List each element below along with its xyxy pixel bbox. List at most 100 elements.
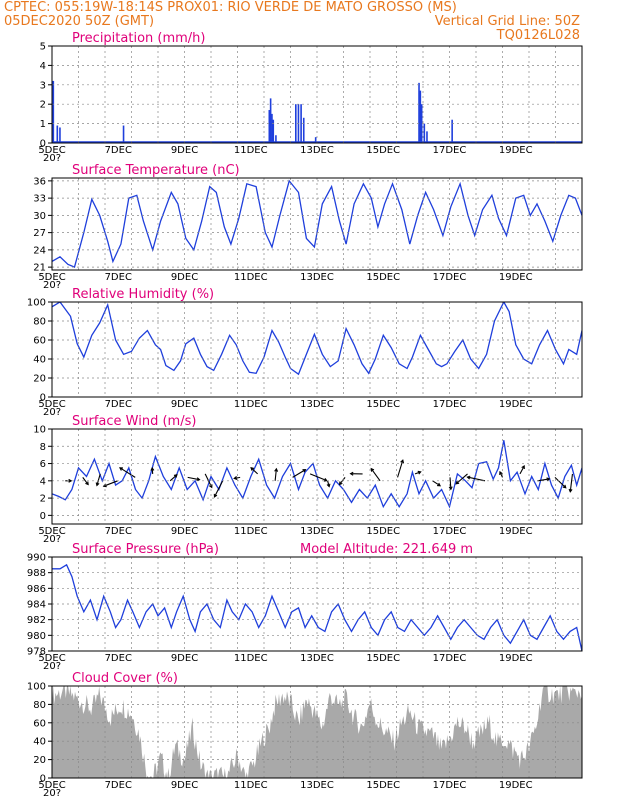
wind-ytick-label: 8 [40, 442, 46, 453]
wind-vector [103, 480, 118, 487]
wind-vector-head [455, 480, 460, 485]
precipitation-ytick-label: 4 [40, 61, 46, 72]
precipitation-title: Precipitation (mm/h) [72, 31, 205, 46]
precipitation-bar [275, 135, 277, 143]
wind-title: Surface Wind (m/s) [72, 414, 196, 429]
temperature-xtick-label: 19DEC [499, 272, 533, 283]
precipitation-bar [423, 123, 426, 143]
cloud-cover-panel: 0 20 40 60 80 100 5DEC 7DEC 9DEC 11DEC 13DEC 15DEC 1… [27, 671, 583, 799]
humidity-title: Relative Humidity (%) [72, 287, 214, 302]
humidity-xtick-label: 11DEC [234, 399, 268, 410]
wind-ytick-label: 0 [40, 511, 46, 522]
wind-vector [370, 468, 381, 482]
pressure-ytick-label: 990 [27, 553, 46, 564]
wind-vector-head [326, 483, 331, 488]
wind-vector-head [338, 481, 343, 486]
wind-frame [51, 428, 583, 525]
header-model-id: TQ0126L028 [496, 28, 580, 43]
humidity-ytick-label: 80 [33, 317, 46, 328]
wind-vector [250, 467, 259, 475]
precipitation-bar [419, 90, 422, 143]
cloud-cover-xtick-label: 15DEC [366, 780, 400, 791]
humidity-ytick-label: 100 [27, 298, 46, 309]
humidity-xtick-year: 20? [43, 407, 61, 418]
wind-vector-head [208, 484, 213, 489]
humidity-xtick-label: 19DEC [499, 399, 533, 410]
pressure-xtick-label: 5DEC [38, 653, 65, 664]
wind-xtick-label: 7DEC [105, 526, 132, 537]
wind-vector [569, 473, 574, 492]
wind-xtick-label: 9DEC [171, 526, 198, 537]
pressure-annotation: Model Altitude: 221.649 m [300, 542, 473, 557]
pressure-xtick-label: 17DEC [433, 653, 467, 664]
precipitation-xtick-label: 5DEC [38, 145, 65, 156]
wind-panel: 0 2 4 6 8 10 5DEC 7DEC 9DEC 11DEC 13DEC 15DEC 17DEC 1… [33, 414, 583, 545]
precipitation-xtick-label: 9DEC [171, 145, 198, 156]
wind-line [52, 440, 582, 509]
precipitation-bar [300, 104, 302, 143]
wind-vector-head [150, 466, 155, 471]
wind-xtick-label: 19DEC [499, 526, 533, 537]
pressure-xtick-label: 11DEC [234, 653, 268, 664]
wind-vector-head [233, 476, 238, 480]
cloud-cover-xtick-label: 7DEC [105, 780, 132, 791]
precipitation-xtick-label: 19DEC [499, 145, 533, 156]
pressure-panel: 978 980 982 984 986 988 990 5DEC 7DEC 9DEC 11DEC 13… [27, 542, 583, 672]
wind-vector-head [119, 467, 123, 471]
cloud-cover-ytick-label: 0 [40, 774, 46, 785]
wind-vector [467, 476, 486, 482]
precipitation-xtick-label: 13DEC [300, 145, 334, 156]
temperature-xtick-label: 11DEC [234, 272, 268, 283]
precipitation-bar [451, 119, 453, 143]
wind-vector-head [448, 486, 453, 491]
pressure-xtick-year: 20? [43, 661, 61, 672]
precipitation-bar [269, 98, 272, 143]
wind-vector-head [274, 467, 279, 472]
wind-ytick-label: 4 [40, 476, 46, 487]
precipitation-xtick-year: 20? [43, 153, 61, 164]
precipitation-bar [59, 127, 61, 143]
humidity-ytick-label: 40 [33, 355, 46, 366]
pressure-line [52, 563, 582, 651]
wind-vector [82, 477, 89, 485]
wind-vector-head [437, 482, 442, 487]
wind-vector [397, 459, 404, 478]
pressure-ytick-label: 984 [27, 600, 46, 611]
cloud-cover-frame [51, 685, 583, 779]
pressure-ytick-label: 988 [27, 568, 46, 579]
humidity-xtick-label: 9DEC [171, 399, 198, 410]
temperature-frame [51, 177, 583, 271]
wind-vector [187, 476, 200, 481]
precipitation-bar [426, 131, 428, 143]
precipitation-xtick-label: 15DEC [366, 145, 400, 156]
precipitation-xtick-label: 11DEC [234, 145, 268, 156]
pressure-xtick-label: 15DEC [366, 653, 400, 664]
precipitation-xtick-label: 7DEC [105, 145, 132, 156]
precipitation-ytick-label: 1 [40, 119, 46, 130]
wind-xtick-year: 20? [43, 534, 61, 545]
pressure-ytick-label: 982 [27, 615, 46, 626]
temperature-xtick-label: 15DEC [366, 272, 400, 283]
wind-xtick-label: 15DEC [366, 526, 400, 537]
wind-xtick-label: 11DEC [234, 526, 268, 537]
precipitation-bar [314, 137, 317, 143]
wind-vector-head [250, 467, 255, 471]
cloud-cover-xtick-label: 17DEC [433, 780, 467, 791]
wind-ytick-label: 10 [33, 425, 46, 436]
wind-xtick-label: 17DEC [433, 526, 467, 537]
wind-vector-head [95, 482, 100, 487]
cloud-cover-title: Cloud Cover (%) [72, 671, 178, 686]
header-grid-note: Vertical Grid Line: 50Z [435, 14, 580, 29]
wind-vector [119, 467, 136, 478]
wind-vector [519, 465, 525, 475]
temperature-ytick-label: 21 [33, 263, 46, 274]
precipitation-bar [295, 104, 297, 143]
temperature-xtick-label: 17DEC [433, 272, 467, 283]
precipitation-ytick-label: 3 [40, 80, 46, 91]
pressure-title: Surface Pressure (hPa) [72, 542, 219, 557]
precipitation-bar [420, 104, 423, 143]
wind-vector-head [213, 493, 218, 498]
precipitation-bar [272, 119, 275, 143]
temperature-xtick-label: 13DEC [300, 272, 334, 283]
